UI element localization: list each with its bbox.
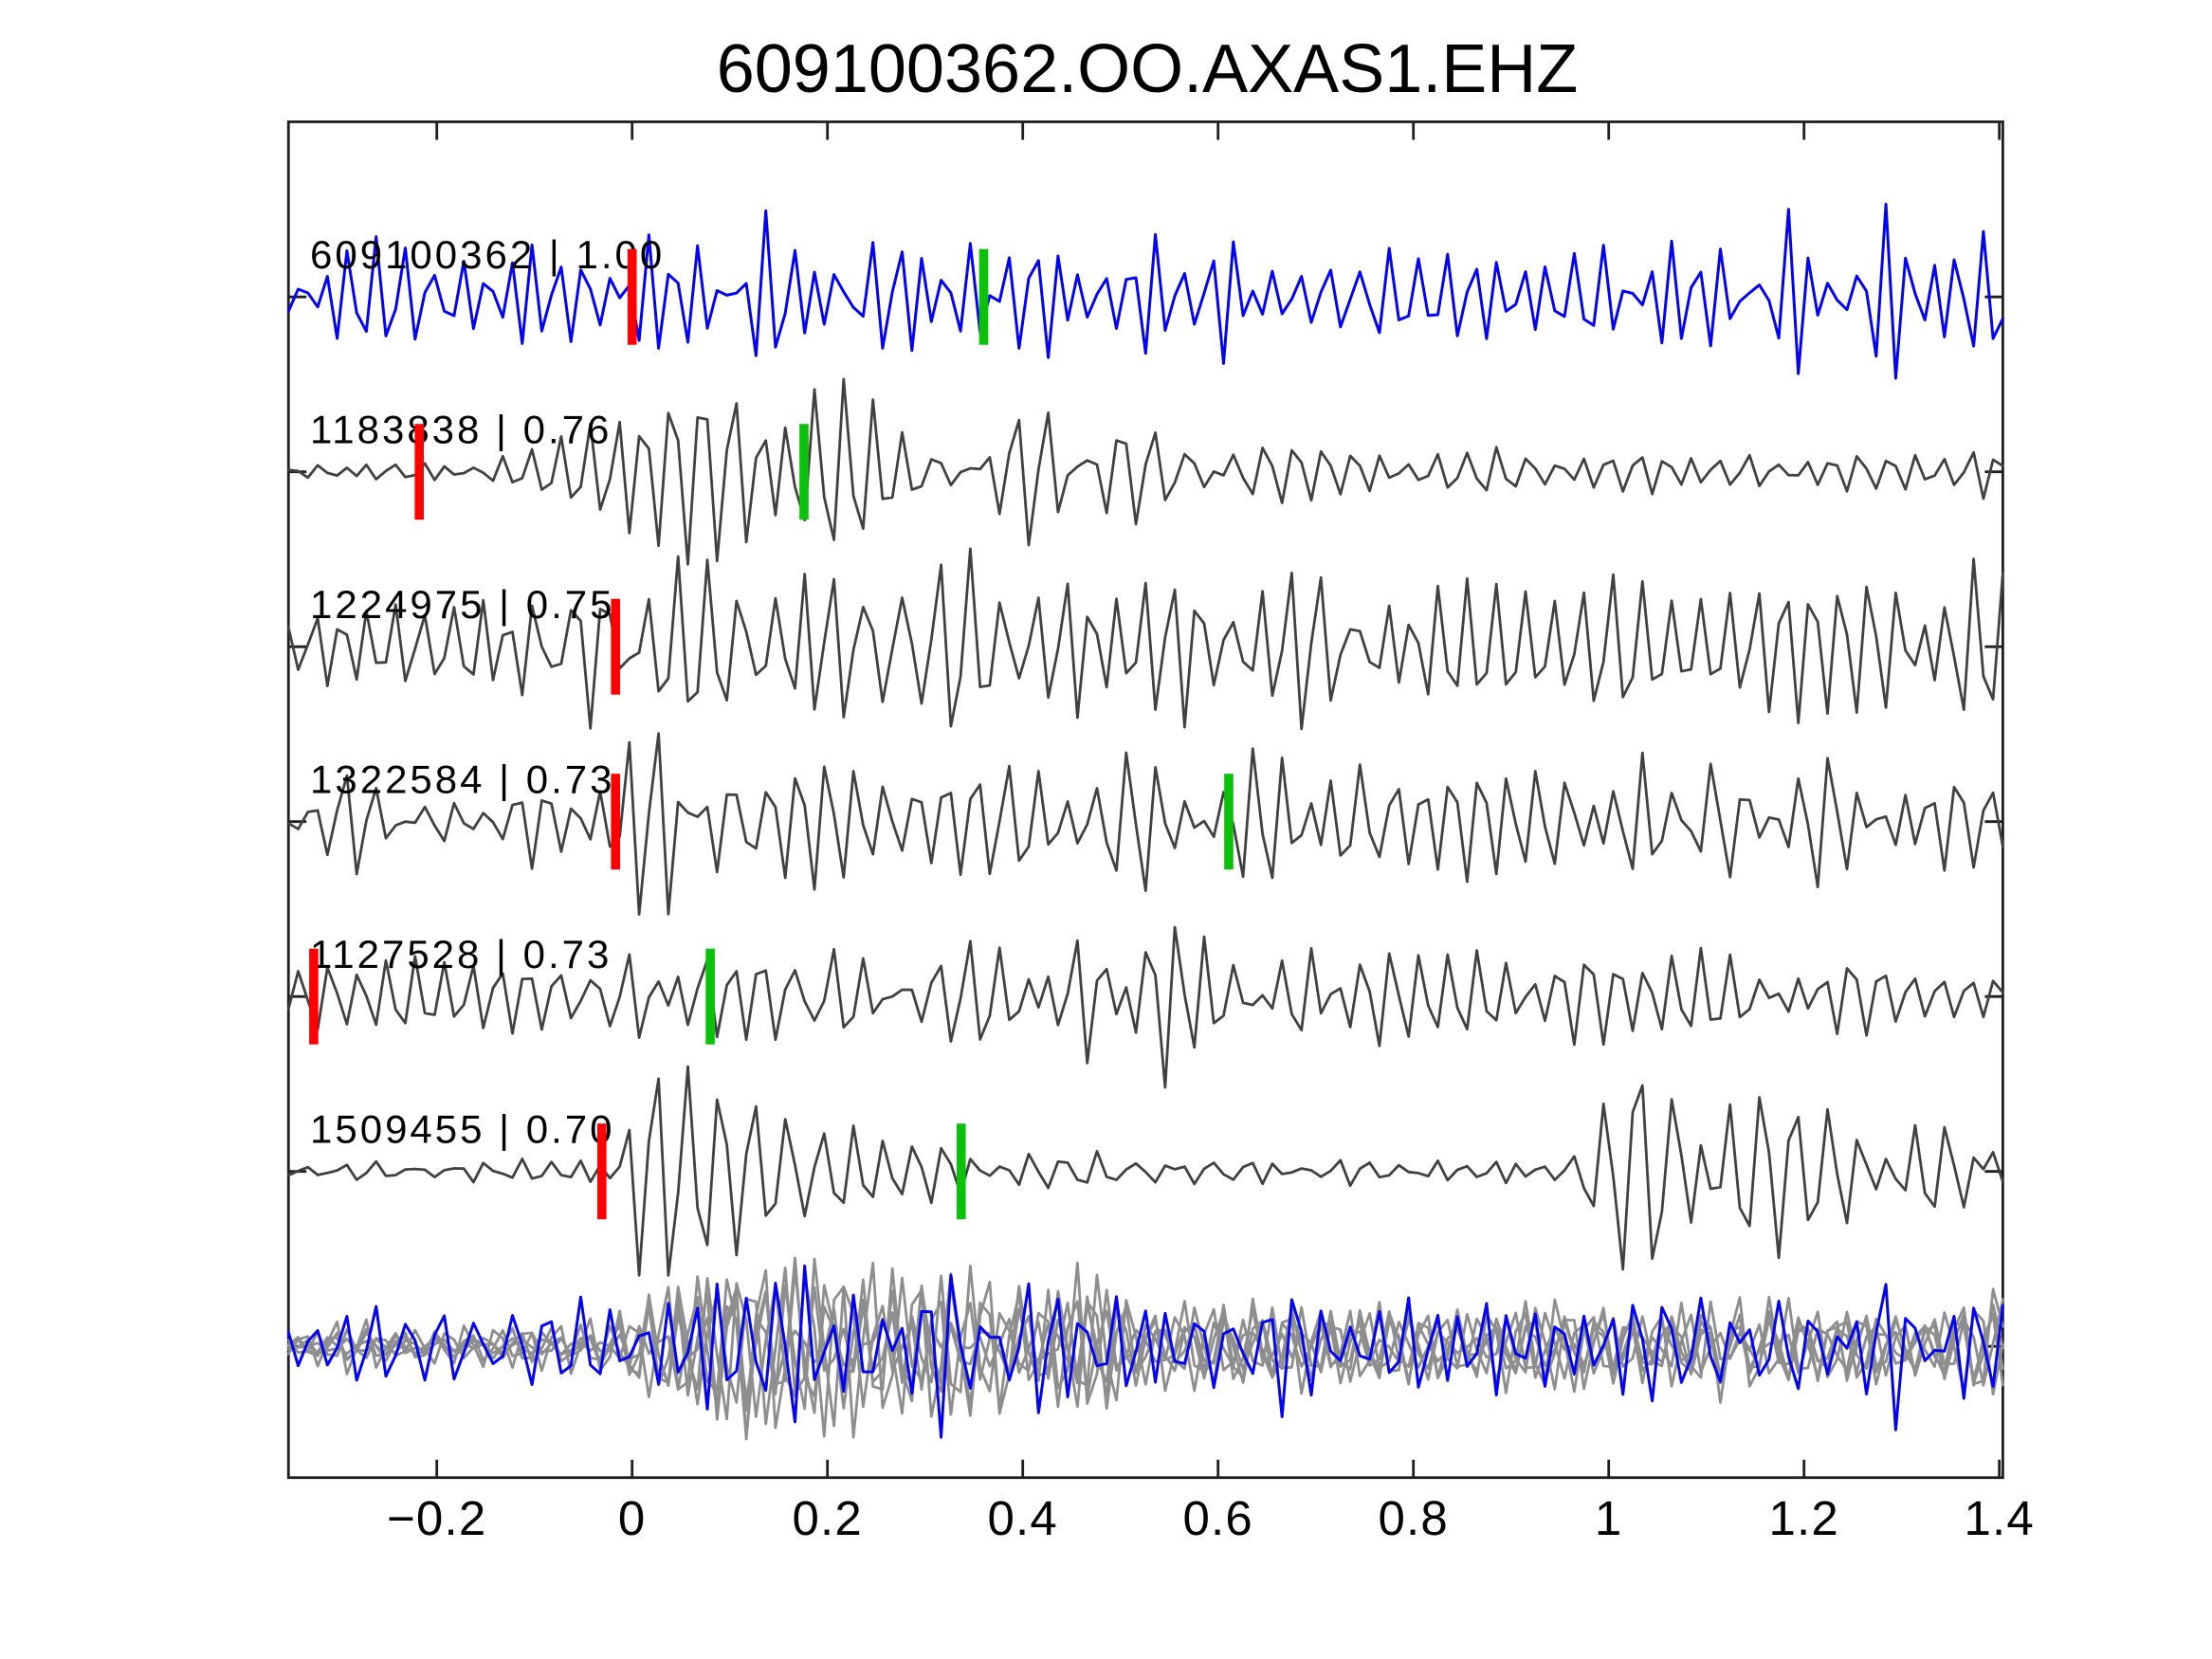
- svg-text:1.2: 1.2: [1768, 1491, 1839, 1545]
- svg-text:0.2: 0.2: [792, 1491, 863, 1545]
- svg-text:0.6: 0.6: [1182, 1491, 1253, 1545]
- svg-text:1322584 | 0.73: 1322584 | 0.73: [310, 757, 615, 802]
- svg-text:0: 0: [618, 1491, 647, 1545]
- svg-text:1.4: 1.4: [1964, 1491, 2035, 1545]
- svg-text:1183838 | 0.76: 1183838 | 0.76: [310, 408, 612, 452]
- svg-text:1: 1: [1595, 1491, 1623, 1545]
- svg-text:609100362.OO.AXAS1.EHZ: 609100362.OO.AXAS1.EHZ: [717, 31, 1579, 107]
- svg-text:0.4: 0.4: [987, 1491, 1058, 1545]
- svg-text:1224975 | 0.75: 1224975 | 0.75: [310, 582, 615, 627]
- svg-text:1127528 | 0.73: 1127528 | 0.73: [310, 932, 612, 976]
- svg-text:1509455 | 0.70: 1509455 | 0.70: [310, 1107, 615, 1152]
- svg-text:609100362 | 1.00: 609100362 | 1.00: [310, 232, 665, 277]
- svg-text:−0.2: −0.2: [387, 1491, 486, 1545]
- svg-text:0.8: 0.8: [1378, 1491, 1449, 1545]
